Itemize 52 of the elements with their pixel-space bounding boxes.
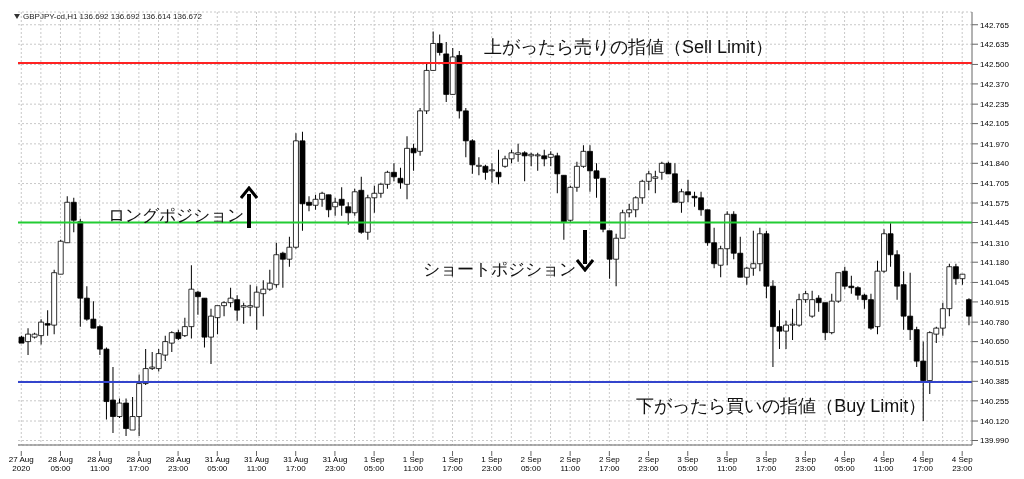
x-tick-label: 1 Sep 11:00 <box>402 455 425 473</box>
x-tick-label: 31 Aug 23:00 <box>322 455 348 473</box>
y-tick-label: 140.650 <box>980 337 1010 347</box>
x-tick-label: 3 Sep 11:00 <box>716 455 738 473</box>
y-tick-label: 141.840 <box>980 159 1010 169</box>
x-tick-label: 3 Sep 05:00 <box>677 455 699 473</box>
x-tick-label: 1 Sep 05:00 <box>363 455 386 473</box>
x-tick-label: 31 Aug 05:00 <box>204 455 230 473</box>
y-tick-label: 141.445 <box>980 218 1010 228</box>
y-tick-label: 141.180 <box>980 258 1010 268</box>
x-tick-label: 4 Sep 05:00 <box>834 455 856 473</box>
x-tick-label: 4 Sep 11:00 <box>873 455 895 473</box>
x-tick-label: 28 Aug 11:00 <box>87 455 113 473</box>
y-tick-label: 139.990 <box>980 436 1010 446</box>
y-tick-label: 142.235 <box>980 99 1010 109</box>
x-tick-label: 28 Aug 17:00 <box>126 455 152 473</box>
y-tick-label: 140.120 <box>980 416 1010 426</box>
y-tick-label: 140.780 <box>980 317 1010 327</box>
ref-line-label: 上がったら売りの指値（Sell Limit） <box>484 36 774 57</box>
x-tick-label: 28 Aug 23:00 <box>165 455 191 473</box>
x-tick-label: 1 Sep 23:00 <box>481 455 503 473</box>
y-tick-label: 140.255 <box>980 396 1010 406</box>
y-tick-label: 142.635 <box>980 40 1010 50</box>
y-tick-label: 141.970 <box>980 139 1010 149</box>
y-tick-label: 142.765 <box>980 20 1010 30</box>
chart-title: GBPJPY-cd,H1 136.692 136.692 136.614 136.672 <box>23 12 202 21</box>
y-tick-label: 142.370 <box>980 79 1010 89</box>
y-tick-label: 142.105 <box>980 119 1010 129</box>
ref-line-label: 下がったら買いの指値（Buy Limit） <box>636 396 927 417</box>
y-tick-label: 140.915 <box>980 297 1010 307</box>
x-tick-label: 3 Sep 17:00 <box>755 455 778 473</box>
y-tick-label: 141.045 <box>980 278 1010 288</box>
x-tick-label: 4 Sep 17:00 <box>912 455 934 473</box>
x-tick-label: 1 Sep 17:00 <box>442 455 464 473</box>
y-tick-label: 142.500 <box>980 60 1010 70</box>
x-tick-label: 4 Sep 23:00 <box>951 455 974 473</box>
y-tick-label: 141.575 <box>980 198 1010 208</box>
y-tick-label: 141.705 <box>980 179 1010 189</box>
annotation: ショートポジション <box>423 259 576 281</box>
x-tick-label: 31 Aug 11:00 <box>244 455 269 473</box>
y-tick-label: 140.385 <box>980 377 1010 387</box>
x-tick-label: 2 Sep 23:00 <box>638 455 660 473</box>
x-tick-label: 3 Sep 23:00 <box>794 455 817 473</box>
annotation: ロングポジション <box>108 205 244 227</box>
x-tick-label: 2 Sep 11:00 <box>559 455 582 473</box>
x-tick-label: 28 Aug 05:00 <box>48 455 73 473</box>
y-tick-label: 141.310 <box>980 238 1010 248</box>
x-tick-label: 2 Sep 17:00 <box>598 455 621 473</box>
x-tick-label: 27 Aug 2020 <box>8 455 34 473</box>
y-tick-label: 140.515 <box>980 357 1010 367</box>
x-tick-label: 2 Sep 05:00 <box>520 455 542 473</box>
x-tick-label: 31 Aug 17:00 <box>283 455 309 473</box>
